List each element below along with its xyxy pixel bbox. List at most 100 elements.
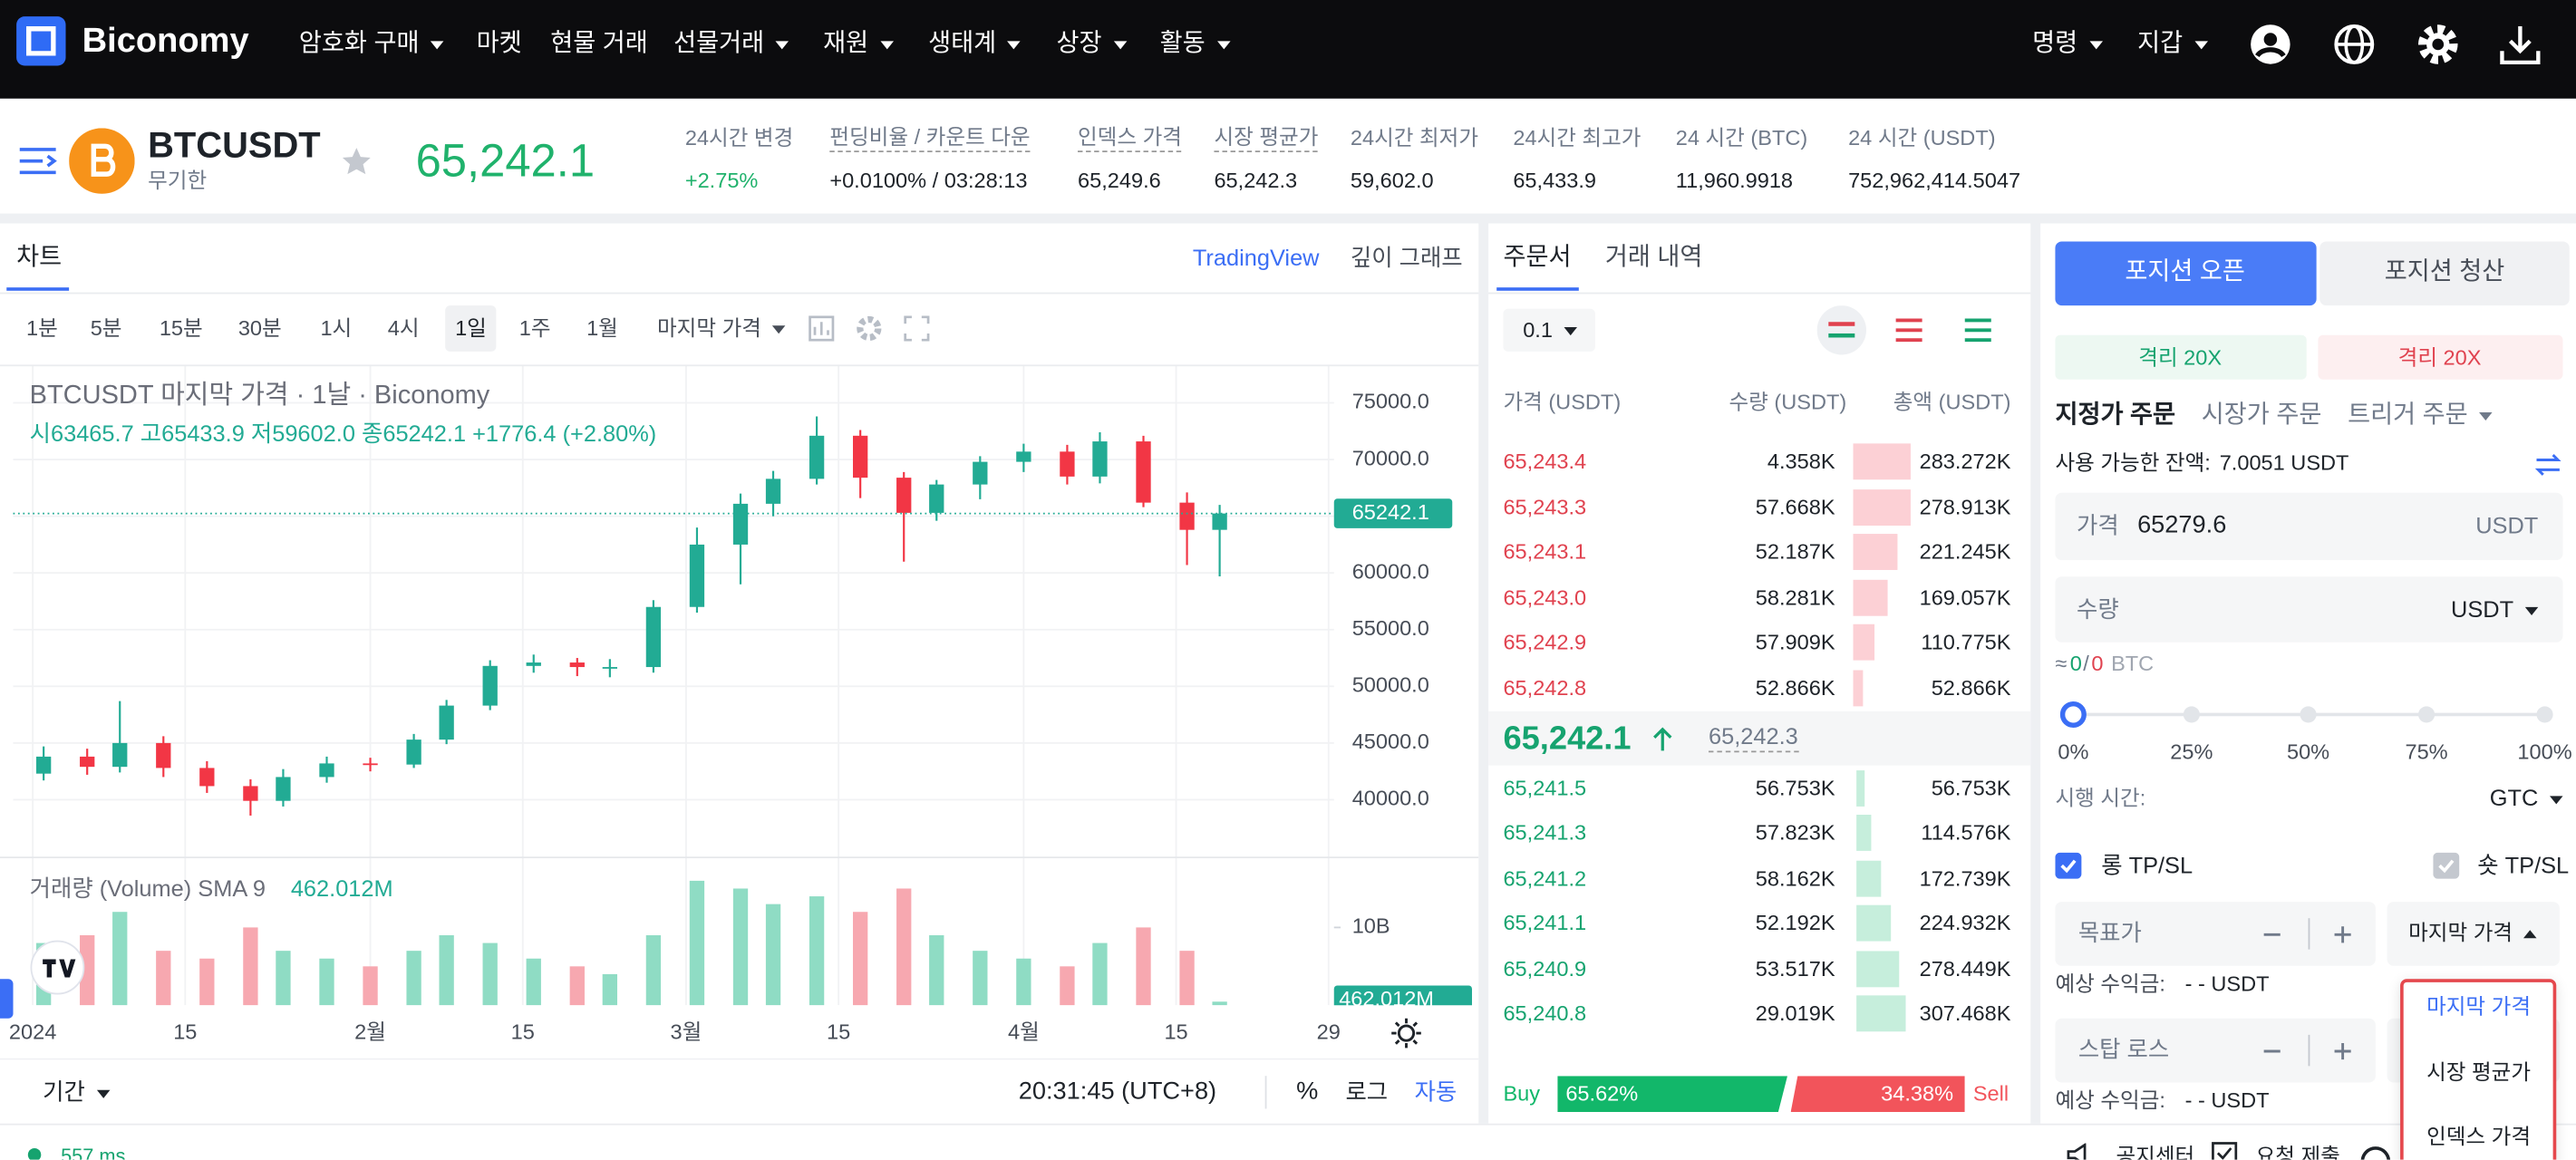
interval[interactable]: 1주	[518, 315, 551, 341]
nav-item[interactable]: 현물 거래	[550, 29, 648, 58]
tif-select[interactable]: GTC	[2490, 785, 2563, 812]
view-asks[interactable]	[1894, 317, 1924, 343]
auto-toggle[interactable]: 자동	[1414, 1078, 1457, 1106]
input-value: 65279.6	[2137, 510, 2227, 539]
link[interactable]: 깊이 그래프	[1350, 244, 1463, 271]
open-tab[interactable]	[2055, 241, 2317, 306]
interval[interactable]: 5분	[90, 315, 122, 341]
approx-sep: /	[2083, 651, 2089, 676]
ask-price[interactable]: 65,243.1	[1503, 539, 1587, 565]
notice-icon[interactable]	[2067, 1143, 2093, 1160]
tif-label: 시행 시간:	[2055, 785, 2146, 810]
long-checkbox[interactable]	[2055, 852, 2082, 879]
tpsl-input[interactable]	[2055, 902, 2376, 966]
minus-button[interactable]	[2262, 924, 2282, 944]
notice-link[interactable]: 공지센터	[2116, 1143, 2195, 1160]
stat-value: 59,602.0	[1350, 168, 1434, 193]
bid-price[interactable]: 65,241.2	[1503, 865, 1587, 891]
nav-item[interactable]: 마켓	[476, 29, 522, 58]
nav-item[interactable]: 생태계	[928, 30, 1021, 60]
tab[interactable]: 주문서	[1503, 243, 1572, 272]
ask-price[interactable]: 65,243.3	[1503, 494, 1587, 519]
language-icon[interactable]	[2333, 23, 2376, 65]
nav-item[interactable]: 선물거래	[673, 30, 789, 60]
slider-thumb[interactable]	[2059, 701, 2087, 728]
dropdown-option[interactable]: 인덱스 가격	[2426, 1124, 2532, 1149]
close-tab[interactable]	[2319, 241, 2570, 306]
nav-item[interactable]: 활동	[1160, 30, 1230, 60]
x-tick-label: 4월	[1008, 1020, 1040, 1043]
transfer-icon[interactable]	[2534, 453, 2561, 476]
order-type[interactable]: 지정가 주문	[2055, 401, 2176, 430]
request-link[interactable]: 요청 제출	[2255, 1143, 2340, 1160]
bid-price[interactable]: 65,241.3	[1503, 820, 1587, 846]
price-input[interactable]	[2055, 492, 2563, 561]
short-checkbox[interactable]	[2433, 852, 2460, 879]
tpsl-input[interactable]	[2055, 1018, 2376, 1083]
view-both[interactable]	[1816, 305, 1866, 355]
nav-item[interactable]: 재원	[823, 30, 893, 60]
settings-icon[interactable]	[2416, 23, 2459, 65]
nav-item[interactable]: 상장	[1056, 30, 1126, 60]
interval[interactable]: 1월	[586, 315, 618, 341]
interval[interactable]: 15분	[159, 315, 203, 341]
ask-price[interactable]: 65,243.4	[1503, 449, 1587, 474]
link[interactable]: TradingView	[1192, 244, 1320, 271]
interval[interactable]: 1일	[455, 315, 487, 341]
menu-icon[interactable]	[18, 145, 58, 178]
view-bids[interactable]	[1963, 317, 1993, 343]
order-type[interactable]: 시장가 주문	[2201, 401, 2322, 430]
download-icon[interactable]	[2499, 23, 2542, 65]
up-arrow	[1653, 727, 1672, 751]
plus-button[interactable]	[2333, 924, 2353, 944]
favorite-star[interactable]	[342, 146, 372, 176]
nav-item[interactable]: 명령	[2032, 30, 2102, 60]
tradingview-logo[interactable]	[30, 940, 86, 996]
chart-settings-icon[interactable]	[856, 315, 882, 342]
dropdown-option[interactable]: 마지막 가격	[2426, 993, 2532, 1020]
ticker-divider	[0, 213, 2576, 224]
dropdown-option[interactable]: 시장 평균가	[2426, 1059, 2532, 1085]
interval[interactable]: 1시	[320, 315, 353, 341]
interval[interactable]: 4시	[387, 315, 420, 341]
plus-button[interactable]	[2333, 1041, 2353, 1061]
request-icon[interactable]	[2212, 1142, 2238, 1160]
y-tick-label: 75000.0	[1352, 390, 1429, 413]
slider-step[interactable]	[2300, 706, 2317, 723]
bid-price[interactable]: 65,241.5	[1503, 775, 1587, 801]
minus-button[interactable]	[2262, 1041, 2282, 1061]
unit-select[interactable]: USDT	[2451, 595, 2538, 623]
footer-separator	[1264, 1076, 1267, 1109]
order-type[interactable]: 트리거 주문	[2348, 401, 2493, 430]
indicator-icon[interactable]	[809, 315, 835, 342]
user-icon[interactable]	[2249, 23, 2291, 65]
help-icon[interactable]	[2359, 1142, 2392, 1160]
trigger-dropdown	[2400, 979, 2557, 1160]
ask-price[interactable]: 65,243.0	[1503, 585, 1587, 610]
tab[interactable]: 거래 내역	[1604, 243, 1703, 272]
long-leverage[interactable]	[2055, 334, 2307, 380]
ask-price[interactable]: 65,242.9	[1503, 630, 1587, 655]
slider-step[interactable]	[2418, 706, 2436, 723]
interval[interactable]: 1분	[26, 315, 58, 341]
bid-price[interactable]: 65,240.8	[1503, 1000, 1587, 1026]
slider-label: 0%	[2058, 739, 2089, 765]
depth-bar	[1856, 770, 1865, 807]
slider-step[interactable]	[2536, 706, 2553, 723]
nav-item[interactable]: 지갑	[2137, 30, 2207, 60]
bid-price[interactable]: 65,240.9	[1503, 955, 1587, 981]
tab[interactable]: 차트	[16, 243, 63, 272]
ask-price[interactable]: 65,242.8	[1503, 675, 1587, 701]
fullscreen-icon[interactable]	[904, 315, 930, 342]
short-leverage[interactable]	[2318, 334, 2563, 380]
slider-step[interactable]	[2183, 706, 2200, 723]
interval[interactable]: 30분	[237, 315, 282, 341]
theme-toggle[interactable]	[1390, 1017, 1422, 1049]
price-type[interactable]: 마지막 가격	[657, 315, 786, 341]
nav-item[interactable]: 암호화 구매	[299, 30, 444, 60]
period[interactable]: 기간	[43, 1078, 110, 1106]
log-toggle[interactable]: 로그	[1345, 1078, 1389, 1106]
percent-toggle[interactable]: %	[1296, 1078, 1319, 1106]
bid-price[interactable]: 65,241.1	[1503, 910, 1587, 936]
ask-size: 52.187K	[1755, 539, 1835, 565]
